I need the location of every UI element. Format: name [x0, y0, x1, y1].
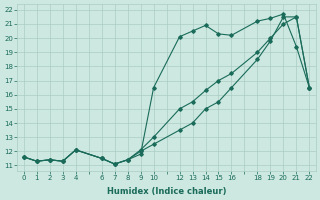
X-axis label: Humidex (Indice chaleur): Humidex (Indice chaleur)	[107, 187, 226, 196]
